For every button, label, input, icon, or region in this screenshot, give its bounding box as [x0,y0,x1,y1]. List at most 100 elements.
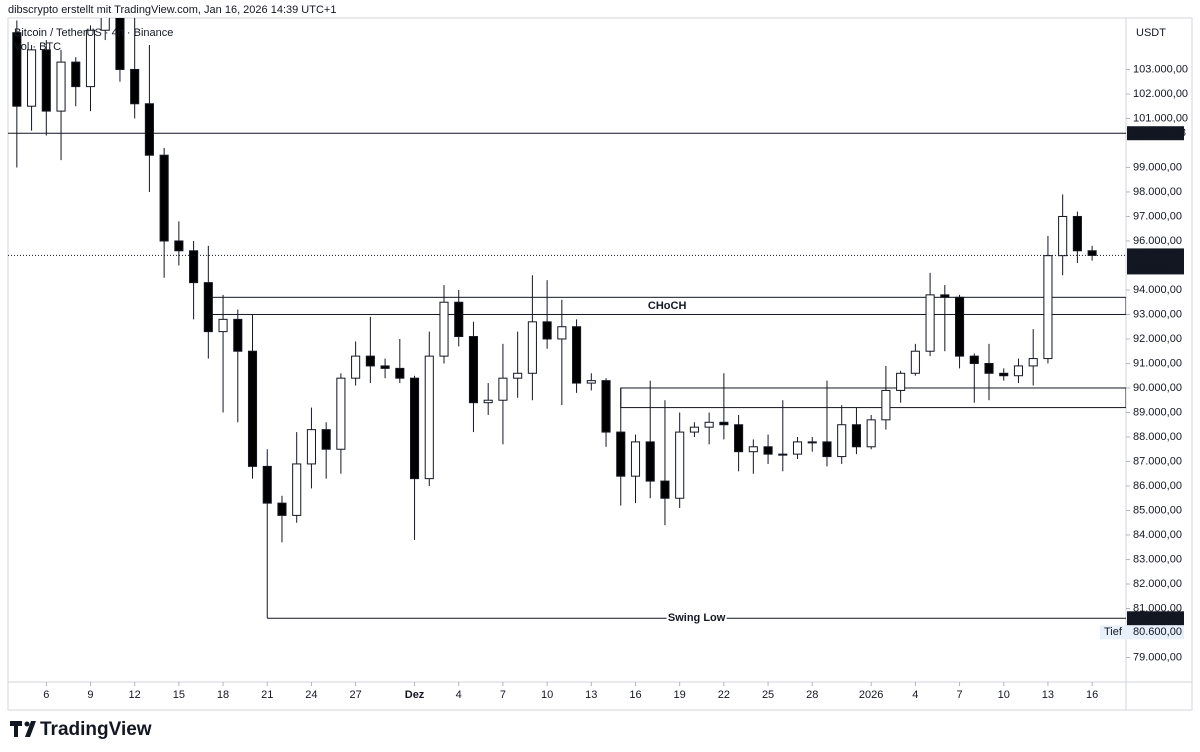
candle-body [881,389,891,421]
candle-body [115,18,125,70]
countdown: 02:20:52 [1131,261,1174,273]
candle-body [247,350,258,467]
logo [10,721,36,737]
y-tick-label: 93.000,00 [1133,308,1182,320]
symbol: Bitcoin / TetherUS · 4h · Binance [14,27,173,39]
y-tick-label: 96.000,00 [1133,235,1182,247]
candle-body [969,355,979,364]
candle-body [807,441,817,444]
x-tick-label: 7 [500,689,506,701]
candle-body [439,301,449,357]
y-tick-label: 86.000,00 [1133,480,1182,492]
candle-body [616,431,626,477]
candle-body [763,446,773,455]
candle-body [189,250,199,284]
candle-body [542,321,552,340]
x-tick-label: 28 [806,689,818,701]
x-tick-label: 6 [43,689,49,701]
y-tick-label: 79.000,00 [1133,651,1182,663]
candle-body [630,441,641,477]
candle-body [734,424,744,453]
x-tick-label: 4 [456,689,462,701]
candle-body [940,294,950,298]
candle-body [1028,358,1038,367]
candle-body [277,502,287,516]
x-tick-label: Dez [405,689,425,701]
y-tick-label: 103.000,00 [1133,63,1188,75]
x-tick-label: 10 [541,689,553,701]
candle-body [56,61,66,112]
last-price-tag [1127,248,1184,275]
candle-body [719,421,729,426]
y-tick-label: 84.000,00 [1133,529,1182,541]
candle-body [321,429,331,450]
candle-body [527,321,537,374]
y-tick-label: 102.000,00 [1133,88,1188,100]
candle-body [572,326,582,384]
x-tick-label: 10 [998,689,1010,701]
candle-body [896,372,906,391]
candle-body [100,18,110,31]
x-tick-label: 21 [261,689,273,701]
candle-body [792,441,803,455]
y-tick-label: 97.000,00 [1133,210,1182,222]
price-tag [1127,611,1184,626]
swing-low-label-bg [666,611,727,626]
candle-body [1013,365,1024,377]
y-tick-label: 85.000,00 [1133,504,1182,516]
candle-body [130,68,140,105]
y-tick-label: 82.000,00 [1133,578,1182,590]
x-tick-label: 13 [1042,689,1054,701]
y-tick-label: 90.000,00 [1133,382,1182,394]
y-tick-label: 88.000,00 [1133,431,1182,443]
candle-body [174,240,184,252]
x-tick-label: 27 [350,689,362,701]
candle-body [1058,215,1068,257]
x-tick-label: 16 [629,689,641,701]
candle-body [336,377,346,450]
candle-body [365,355,375,367]
candle-body [513,372,523,379]
candle-body [203,282,213,333]
candle-body [41,49,51,112]
price-tag-label: 80.600,00 [1131,612,1180,624]
candle-body [454,301,464,338]
y-tick-label: 99.000,00 [1133,161,1182,173]
price-tag-label: 100.397,48 [1131,127,1186,139]
candle-body [1087,250,1097,256]
y-tick-label: 87.000,00 [1133,455,1182,467]
y-tick-label: 98.000,00 [1133,186,1182,198]
candle-body [468,336,479,404]
candle-body [837,424,847,458]
candle-body [409,377,420,480]
candle-body [262,465,272,504]
volume-legend: Vol · BTC [14,41,61,53]
y-tick-label: 91.000,00 [1133,357,1182,369]
candle-body [660,480,670,499]
candle-body [144,103,154,156]
low-marker-text: Tief [1104,626,1123,638]
zone-label: CHoCH [648,300,687,312]
y-tick-label: 89.000,00 [1133,406,1182,418]
candle-body [85,29,96,88]
candle-body [984,362,994,374]
x-tick-label: 22 [718,689,730,701]
y-tick-label: 83.000,00 [1133,553,1182,565]
candle-body [955,296,965,357]
candle-body [292,463,302,516]
low-marker-value: 80.600,00 [1133,626,1182,638]
candle-body [778,453,788,456]
x-tick-label: 4 [912,689,918,701]
candle-body [483,399,493,404]
candle-body [866,419,876,448]
price-tag [1127,126,1184,141]
x-tick-label: 15 [173,689,185,701]
x-tick-label: 13 [585,689,597,701]
y-tick-label: 94.000,00 [1133,284,1182,296]
candle-body [925,294,935,352]
x-tick-label: 12 [129,689,141,701]
candle-body [233,318,243,352]
last-price-label: 95.410,10 [1131,249,1180,261]
x-tick-label: 7 [956,689,962,701]
